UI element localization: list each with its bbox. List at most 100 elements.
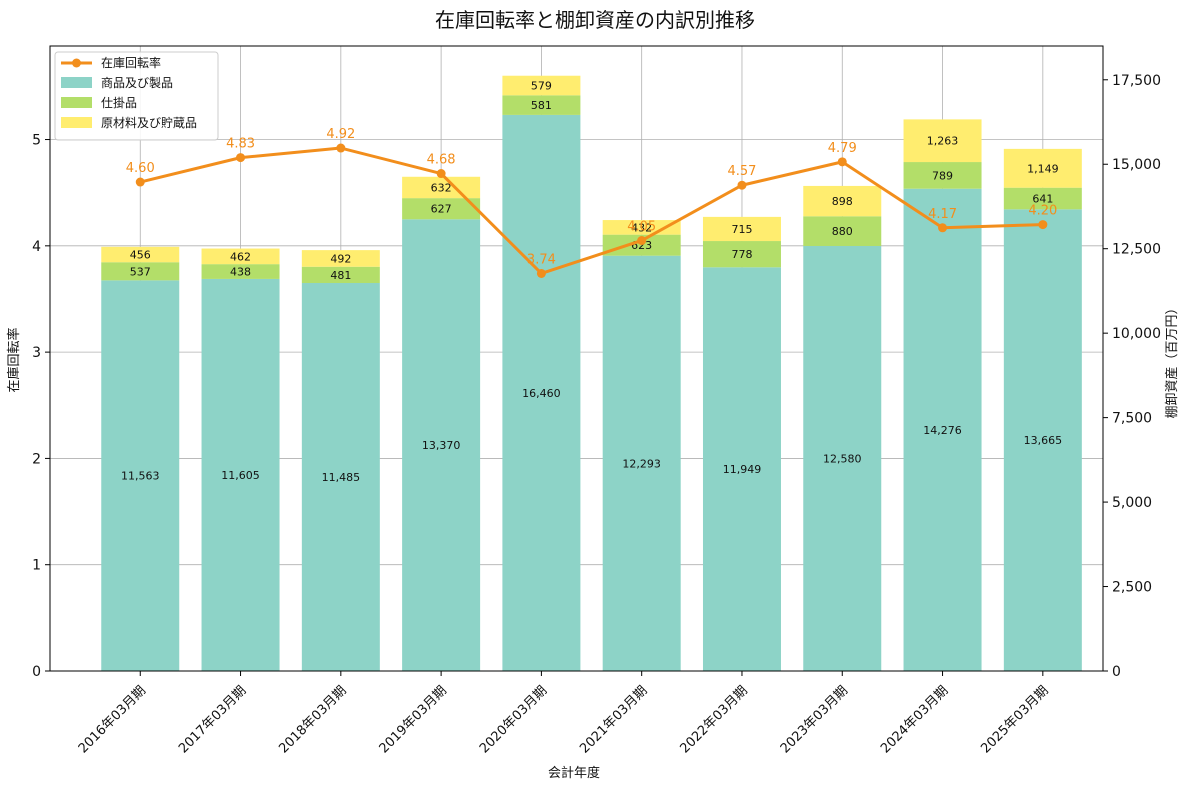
y-tick-label-right: 15,000 — [1112, 157, 1161, 173]
legend-label: 在庫回転率 — [101, 55, 161, 70]
x-tick-label: 2020年03月期 — [477, 683, 550, 756]
bar-value-label: 11,949 — [723, 463, 762, 476]
y-tick-label-right: 0 — [1112, 664, 1121, 680]
bar-value-label: 898 — [832, 195, 853, 208]
bar-segment — [402, 219, 481, 672]
bar-segment — [402, 198, 481, 220]
bar-segment — [602, 234, 681, 256]
y-tick-label-right: 5,000 — [1112, 495, 1152, 511]
turnover-point — [336, 143, 346, 153]
bar-segment — [1003, 187, 1082, 210]
bar-labels: 11,563 537 456 11,605 438 462 11,485 481 492 13,3… — [121, 80, 1062, 484]
y-tick-label-left: 3 — [32, 345, 41, 361]
bar-segment — [301, 266, 380, 283]
turnover-value-label: 4.57 — [727, 164, 756, 179]
turnover-point — [236, 153, 246, 163]
bar-value-label: 13,665 — [1024, 434, 1063, 447]
turnover-point — [737, 180, 747, 190]
legend-label: 仕掛品 — [101, 95, 137, 110]
bar-segment — [803, 185, 882, 217]
bar-value-label: 632 — [431, 181, 452, 194]
bars — [101, 75, 1082, 672]
y-axis-label-right: 棚卸資産（百万円） — [1164, 301, 1180, 418]
turnover-value-label: 4.92 — [326, 127, 355, 142]
turnover-point — [536, 268, 546, 278]
bar-segment — [201, 248, 280, 265]
bar-value-label: 641 — [1032, 193, 1053, 206]
bar-value-label: 627 — [431, 203, 452, 216]
bar-value-label: 789 — [932, 169, 953, 182]
y-tick-label-right: 7,500 — [1112, 411, 1152, 427]
y-tick-label-left: 2 — [32, 451, 41, 467]
turnover-line-path — [139, 146, 1043, 275]
bar-value-label: 1,149 — [1027, 162, 1059, 175]
bar-value-label: 11,605 — [221, 469, 260, 482]
turnover-value-label: 4.60 — [126, 161, 155, 176]
chart-title: 在庫回転率と棚卸資産の内訳別推移 — [435, 8, 755, 32]
turnover-point — [837, 157, 847, 167]
turnover-value-label: 4.17 — [928, 207, 957, 222]
bar-segment — [201, 264, 280, 279]
bar-segment — [101, 262, 180, 281]
bar-segment — [702, 216, 781, 242]
bar-value-label: 438 — [230, 266, 251, 279]
bar-segment — [702, 267, 781, 671]
legend-label: 商品及び製品 — [101, 75, 173, 90]
turnover-value-label: 4.83 — [226, 137, 255, 152]
bar-value-label: 880 — [832, 225, 853, 238]
bar-segment — [502, 75, 581, 96]
bar-value-label: 778 — [731, 248, 752, 261]
x-tick-label: 2016年03月期 — [76, 683, 149, 756]
bar-segment — [702, 241, 781, 268]
y-tick-label-right: 2,500 — [1112, 580, 1152, 596]
legend-line-marker — [72, 58, 81, 68]
x-tick-label: 2017年03月期 — [176, 683, 249, 756]
y-tick-label-left: 0 — [32, 664, 41, 680]
turnover-point — [1038, 220, 1048, 230]
turnover-point — [135, 177, 145, 187]
turnover-value-label: 4.05 — [627, 220, 656, 235]
y-tick-label-right: 17,500 — [1112, 73, 1161, 89]
bar-segment — [903, 188, 982, 671]
bar-value-label: 12,293 — [622, 457, 661, 470]
y-tick-label-left: 5 — [32, 133, 41, 149]
x-tick-label: 2021年03月期 — [577, 683, 650, 756]
x-tick-label: 2024年03月期 — [878, 683, 951, 756]
legend-label: 原材料及び貯蔵品 — [101, 116, 197, 130]
legend-swatch — [61, 97, 92, 108]
bar-value-label: 462 — [230, 250, 251, 263]
bar-value-label: 12,580 — [823, 453, 862, 466]
bar-segment — [301, 282, 380, 671]
bar-segment — [602, 255, 681, 671]
bar-segment — [803, 216, 882, 246]
turnover-point — [637, 236, 647, 246]
y-tick-label-left: 1 — [32, 558, 41, 574]
bar-value-label: 579 — [531, 80, 552, 93]
bar-value-label: 492 — [330, 252, 351, 265]
axes: 0 1 2 3 4 5 0 2,500 5,000 7,500 10,000 12,500 15,000… — [32, 73, 1161, 757]
turnover-value-label: 4.20 — [1028, 204, 1057, 219]
x-tick-label: 2018年03月期 — [276, 683, 349, 756]
bar-value-label: 11,485 — [322, 471, 361, 484]
bar-segment — [201, 278, 280, 671]
bar-segment — [903, 162, 982, 189]
bar-value-label: 16,460 — [522, 387, 561, 400]
y-tick-label-left: 4 — [32, 239, 41, 255]
x-tick-label: 2023年03月期 — [778, 683, 851, 756]
bar-segment — [101, 280, 180, 671]
y-tick-label-right: 12,500 — [1112, 242, 1161, 258]
bar-segment — [301, 250, 380, 267]
bar-segment — [903, 119, 982, 163]
y-axis-label-left: 在庫回転率 — [6, 327, 22, 392]
legend-swatch — [61, 117, 92, 128]
turnover-value-label: 4.68 — [427, 153, 456, 168]
turnover-point — [436, 169, 446, 179]
bar-segment — [1003, 209, 1082, 671]
bar-value-label: 456 — [130, 249, 151, 262]
turnover-point — [938, 223, 948, 233]
bar-value-label: 1,263 — [927, 135, 959, 148]
bar-segment — [502, 95, 581, 115]
bar-value-label: 13,370 — [422, 439, 461, 452]
bar-value-label: 432 — [631, 221, 652, 234]
